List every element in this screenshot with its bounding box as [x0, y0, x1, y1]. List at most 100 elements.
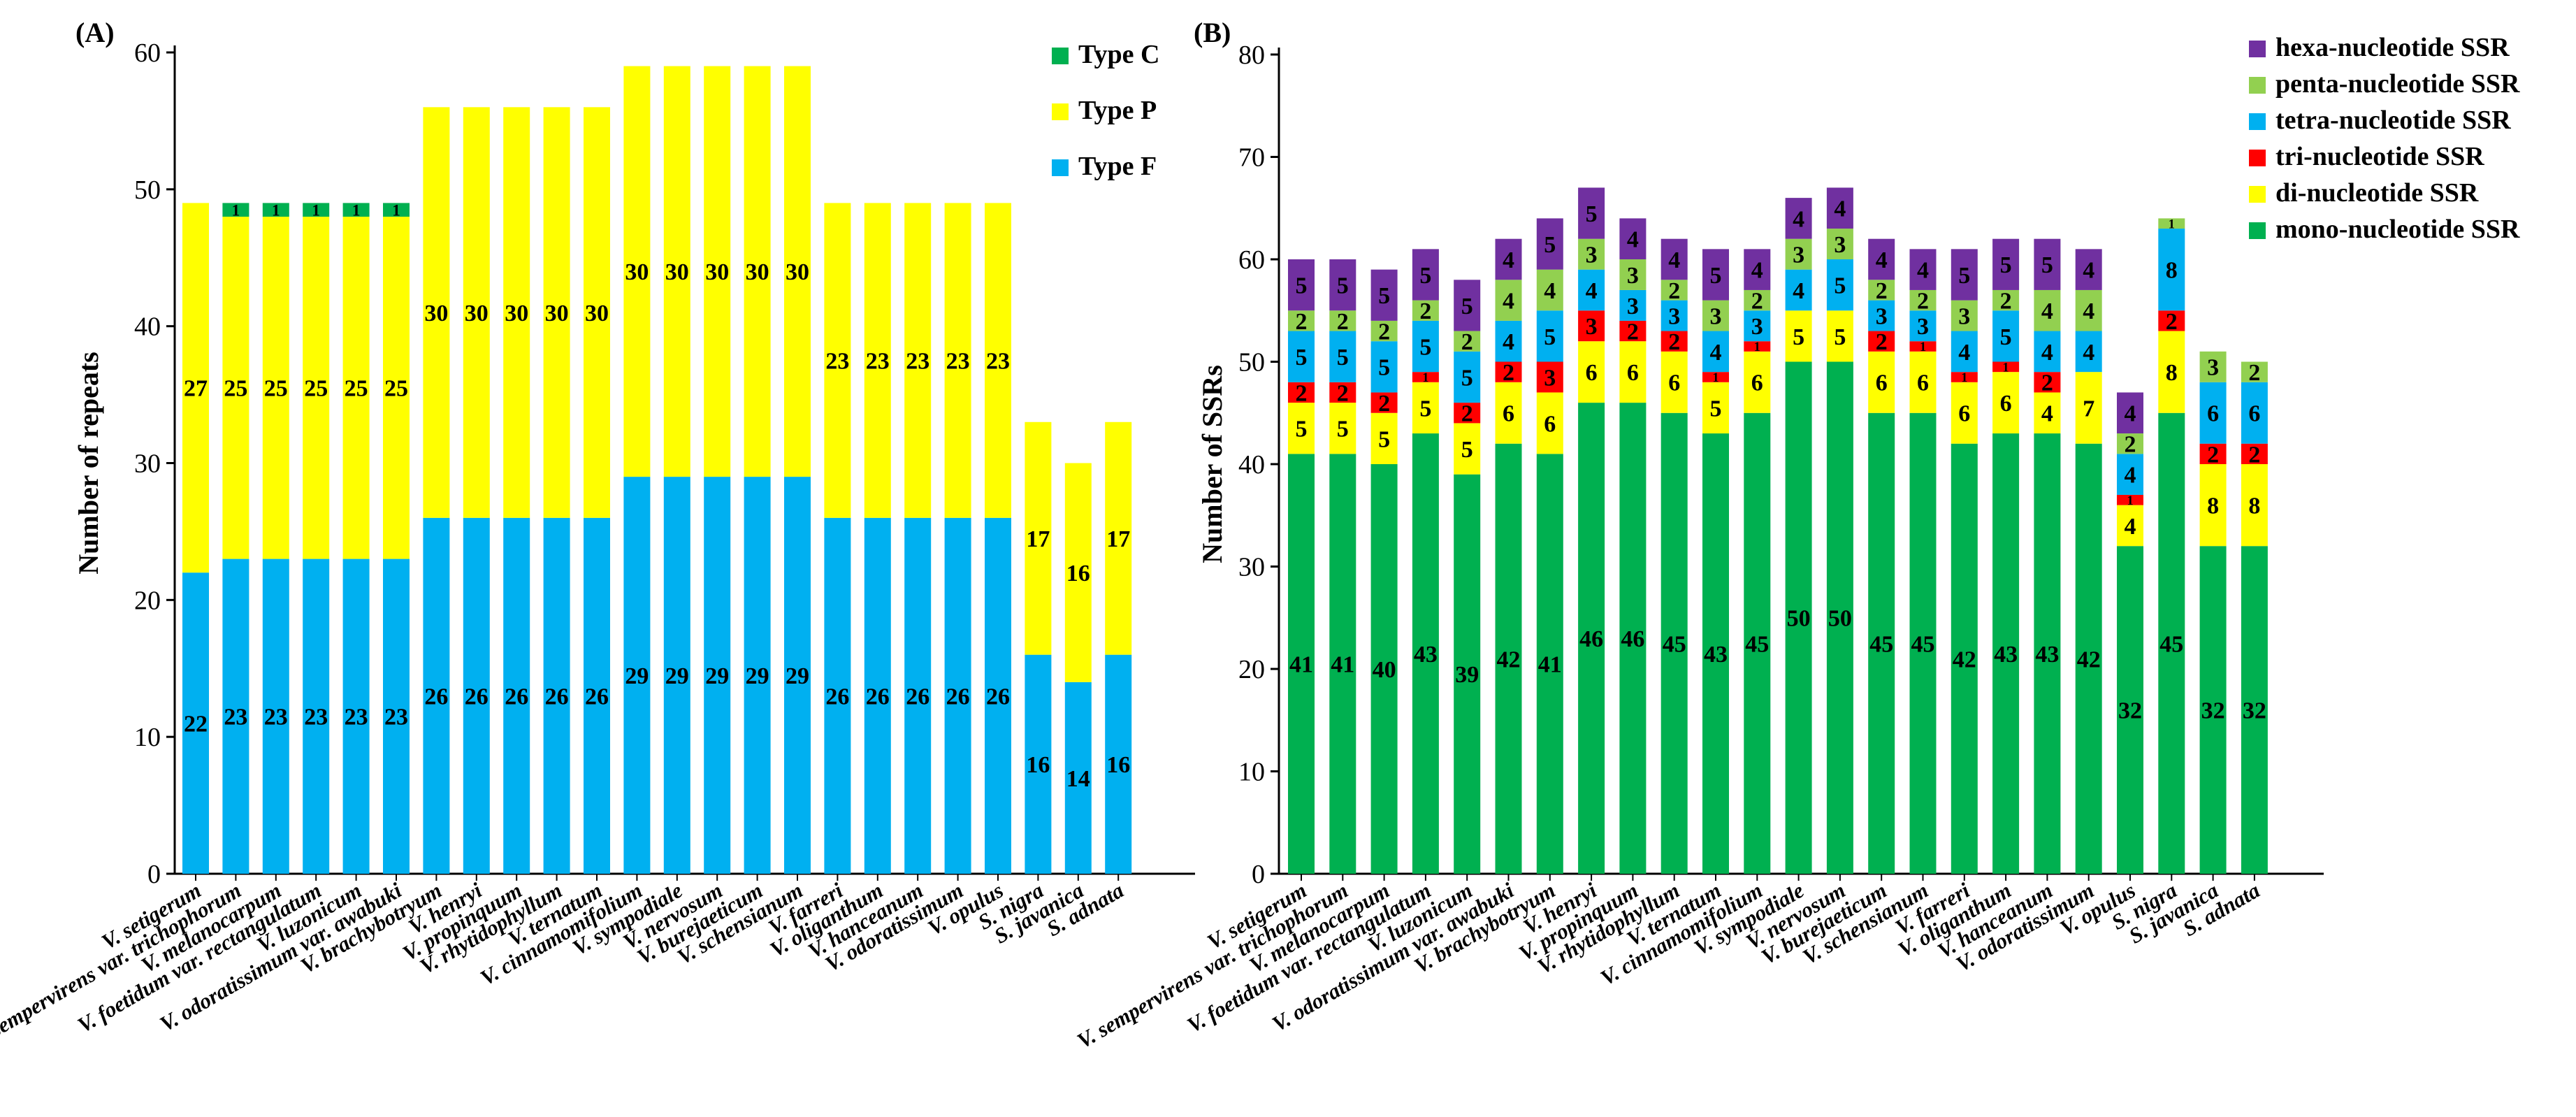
- data-label: 26: [424, 684, 448, 709]
- data-label: 1: [1961, 370, 1967, 385]
- data-label: 5: [2000, 324, 2012, 350]
- data-label: 4: [2083, 298, 2094, 324]
- y-tick-label: 30: [134, 449, 161, 479]
- bar-segment: [1454, 331, 1481, 352]
- data-label: 30: [465, 301, 489, 326]
- y-tick-label: 40: [134, 312, 161, 342]
- bar-segment: [503, 107, 530, 518]
- bar-segment: [2075, 249, 2102, 290]
- data-label: 2: [1461, 329, 1473, 355]
- bar-segment: [1288, 259, 1315, 311]
- data-label: 1: [1712, 370, 1718, 385]
- data-label: 30: [585, 301, 609, 326]
- bar-segment: [1025, 654, 1052, 874]
- bar-segment: [463, 107, 490, 518]
- y-tick-label: 80: [1238, 41, 1265, 70]
- data-label: 3: [1834, 232, 1846, 258]
- bar-segment: [1826, 310, 1853, 362]
- data-label: 4: [1668, 247, 1680, 273]
- data-label: 29: [625, 663, 649, 689]
- bar-segment: [1744, 289, 1771, 311]
- bar-segment: [1454, 351, 1481, 403]
- data-label: 30: [424, 301, 448, 326]
- bar-segment: [1329, 331, 1356, 382]
- data-label: 30: [786, 259, 809, 285]
- bar-segment: [1785, 238, 1812, 270]
- data-label: 2: [1337, 380, 1349, 406]
- data-label: 5: [1793, 324, 1804, 350]
- bar-segment: [1785, 310, 1812, 362]
- data-label: 3: [1544, 365, 1556, 391]
- bar-segment: [623, 477, 651, 874]
- bar-segment: [1536, 361, 1563, 393]
- bar-segment: [1660, 300, 1688, 331]
- data-label: 29: [665, 663, 689, 689]
- y-tick-label: 0: [147, 860, 161, 889]
- bar-segment: [1412, 433, 1439, 874]
- bar-segment: [383, 558, 410, 874]
- data-label: 4: [1751, 258, 1763, 284]
- data-label: 45: [2159, 631, 2183, 657]
- bar-segment: [1951, 443, 1978, 874]
- bar-segment: [1329, 403, 1356, 454]
- data-label: 3: [1586, 314, 1598, 340]
- data-label: 2: [2125, 432, 2136, 458]
- bar-segment: [2117, 454, 2143, 495]
- bar-segment: [1578, 403, 1605, 874]
- bar-segment: [944, 517, 971, 874]
- panel-label: (A): [75, 17, 115, 48]
- bar-segment: [2034, 372, 2061, 393]
- data-label: 16: [1026, 752, 1050, 778]
- y-axis-label: Number of SSRs: [1196, 365, 1228, 563]
- bar-segment: [1868, 331, 1895, 352]
- data-label: 5: [1378, 426, 1390, 452]
- data-label: 2: [1296, 380, 1308, 406]
- data-label: 17: [1026, 526, 1050, 552]
- data-label: 5: [1337, 345, 1349, 370]
- data-label: 4: [2041, 401, 2053, 427]
- bar-segment: [1578, 269, 1605, 311]
- bar-segment: [2158, 218, 2185, 229]
- bar-segment: [1412, 249, 1439, 301]
- data-label: 43: [1704, 642, 1728, 668]
- bar-segment: [262, 203, 289, 217]
- data-label: 6: [1668, 370, 1680, 396]
- data-label: 2: [1876, 278, 1888, 304]
- data-label: 32: [2243, 698, 2266, 724]
- bar-segment: [1454, 423, 1481, 475]
- bar-segment: [423, 517, 450, 874]
- data-label: 6: [1958, 401, 1970, 427]
- data-label: 26: [505, 684, 528, 709]
- data-label: 3: [2207, 355, 2219, 381]
- data-label: 5: [1544, 324, 1556, 350]
- y-tick-label: 50: [1238, 348, 1265, 377]
- data-label: 2: [1419, 298, 1431, 324]
- bar-segment: [1412, 382, 1439, 434]
- data-label: 5: [1378, 283, 1390, 309]
- data-label: 3: [1958, 303, 1970, 329]
- bar-segment: [904, 517, 932, 874]
- bar-segment: [1578, 310, 1605, 342]
- bar-segment: [1868, 300, 1895, 331]
- data-label: 29: [786, 663, 809, 689]
- legend-label: penta-nucleotide SSR: [2275, 69, 2520, 99]
- data-label: 6: [1751, 370, 1763, 396]
- bar-segment: [1288, 403, 1315, 454]
- bar-segment: [1536, 454, 1563, 874]
- data-label: 4: [1958, 340, 1970, 366]
- bar-segment: [2241, 464, 2268, 547]
- bar-segment: [1951, 300, 1978, 331]
- bar-segment: [1536, 310, 1563, 362]
- data-label: 4: [1793, 278, 1804, 304]
- data-label: 7: [2083, 396, 2094, 421]
- data-label: 4: [1586, 278, 1598, 304]
- bar-segment: [824, 517, 851, 874]
- data-label: 23: [345, 705, 368, 730]
- bar-segment: [2199, 464, 2227, 547]
- data-label: 42: [1497, 647, 1521, 672]
- data-label: 23: [304, 705, 328, 730]
- data-label: 29: [705, 663, 729, 689]
- bar-segment: [1909, 289, 1937, 311]
- data-label: 6: [1876, 370, 1888, 396]
